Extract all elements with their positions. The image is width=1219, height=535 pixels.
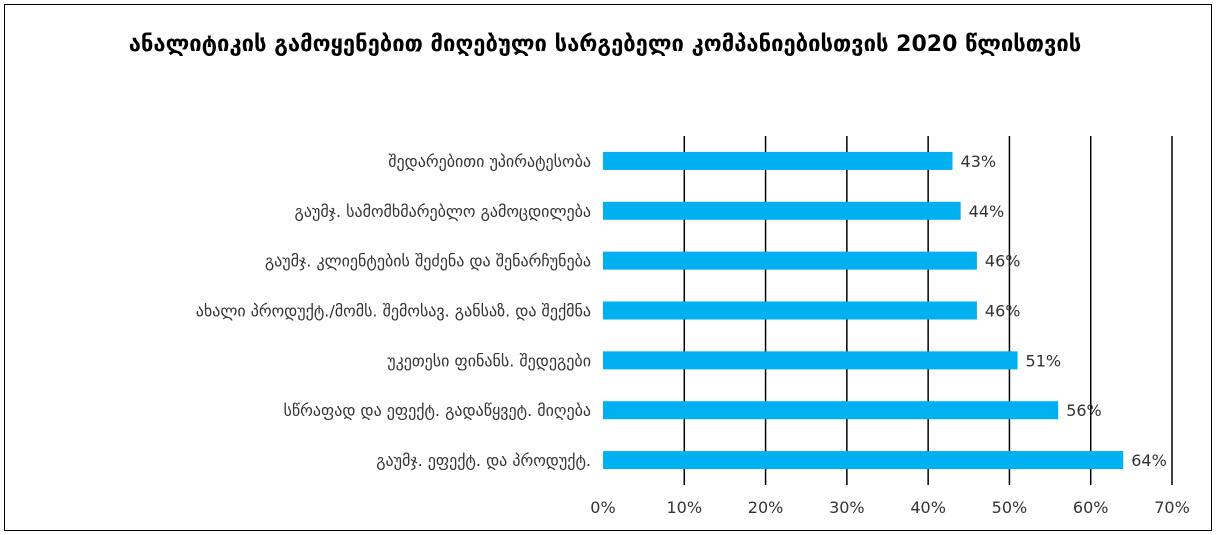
x-tick-label: 20%	[748, 498, 784, 517]
x-tick-label: 70%	[1154, 498, 1190, 517]
bar	[603, 151, 953, 170]
category-label: უკეთესი ფინანს. შედეგები	[387, 351, 591, 370]
data-label: 56%	[1066, 401, 1102, 420]
x-tick-label: 60%	[1073, 498, 1109, 517]
category-label: გაუმჯ. ეფექტ. და პროდუქტ.	[376, 451, 591, 470]
x-tick-label: 50%	[992, 498, 1028, 517]
bar	[603, 451, 1124, 470]
bar	[603, 301, 977, 320]
bar	[603, 251, 977, 270]
category-label: გაუმჯ. კლიენტების შეძენა და შენარჩუნება	[265, 252, 591, 271]
category-label: შედარებითი უპირატესობა	[388, 152, 591, 171]
chart-title: ანალიტიკის გამოყენებით მიღებული სარგებელ…	[128, 32, 1082, 57]
data-label: 64%	[1131, 451, 1167, 470]
data-label: 43%	[961, 152, 997, 171]
x-tick-label: 10%	[667, 498, 703, 517]
x-tick-label: 30%	[829, 498, 865, 517]
bar	[603, 201, 961, 220]
data-label: 46%	[985, 302, 1021, 321]
data-label: 44%	[969, 202, 1005, 221]
category-label: გაუმჯ. სამომხმარებლო გამოცდილება	[295, 202, 591, 221]
bar	[603, 351, 1018, 370]
x-tick-label: 0%	[590, 498, 615, 517]
category-label: ახალი პროდუქტ./მომს. შემოსავ. განსაზ. და…	[196, 302, 591, 321]
x-tick-label: 40%	[910, 498, 946, 517]
category-label: სწრაფად და ეფექტ. გადაწყვეტ. მიღება	[283, 401, 591, 420]
data-label: 51%	[1026, 351, 1062, 370]
data-label: 46%	[985, 252, 1021, 271]
bar	[603, 401, 1059, 420]
